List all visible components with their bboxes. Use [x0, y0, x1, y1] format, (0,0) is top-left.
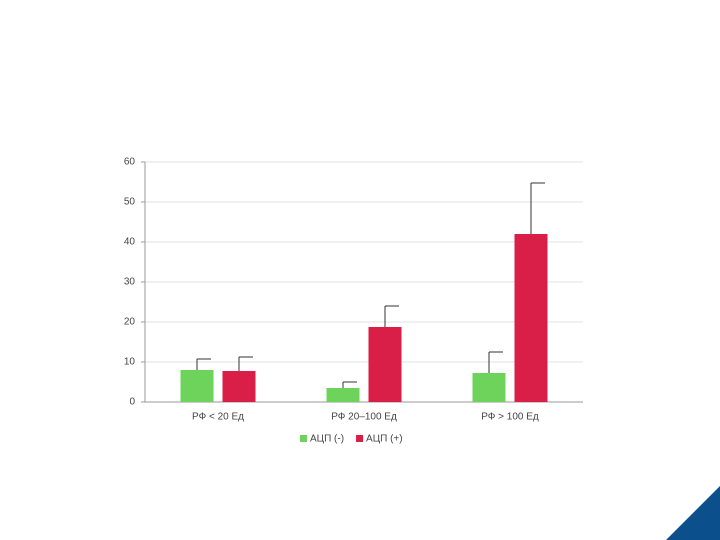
y-tick-label: 60 [124, 157, 136, 168]
legend-label: АЦП (-) [310, 434, 344, 445]
legend-label: АЦП (+) [366, 434, 403, 445]
x-tick-label: РФ 20–100 Ед [331, 412, 397, 423]
error-bar [530, 182, 545, 234]
corner-decoration [666, 486, 720, 540]
y-tick-label: 40 [124, 237, 136, 248]
bar [326, 388, 360, 402]
error-bar [342, 381, 357, 388]
bar [514, 234, 548, 402]
y-tick-label: 20 [124, 317, 136, 328]
error-bar [384, 305, 399, 327]
bar [180, 370, 214, 402]
y-tick-label: 30 [124, 277, 136, 288]
legend-swatch [356, 435, 364, 442]
bar [472, 373, 506, 402]
error-bar [196, 358, 211, 370]
x-tick-label: РФ < 20 Ед [192, 412, 244, 423]
y-tick-label: 10 [124, 357, 136, 368]
bar [368, 327, 402, 402]
legend-swatch [300, 435, 307, 442]
error-bar [238, 356, 253, 371]
y-tick-label: 50 [124, 197, 136, 208]
y-tick-label: 0 [129, 397, 135, 408]
x-tick-label: РФ > 100 Ед [481, 412, 539, 423]
bar [222, 371, 256, 402]
error-bar [488, 351, 503, 373]
